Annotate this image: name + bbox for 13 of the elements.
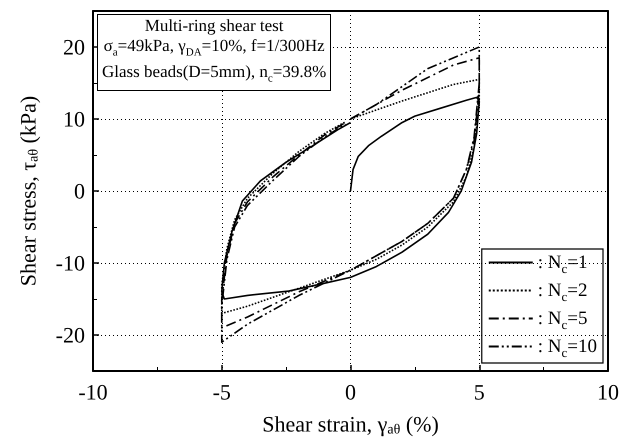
y-tick-label: -20 — [56, 322, 85, 348]
y-tick-label: -10 — [56, 250, 85, 276]
annotation: σ$_{a}$=49kPa, γ$_{DA}$=10%, f=1/300Hz — [102, 36, 326, 60]
x-tick-label: 10 — [597, 380, 619, 404]
y-tick-label: 10 — [63, 106, 85, 132]
y-tick-label: 0 — [74, 178, 85, 204]
x-tick-label: 5 — [474, 380, 485, 404]
annotation: Multi-ring shear test — [144, 16, 285, 36]
y-tick-label: 20 — [63, 34, 85, 60]
x-tick-label: -5 — [212, 380, 231, 404]
y-axis-title: Shear stress, τaθ (kPa) — [16, 96, 42, 286]
annotation: Glass beads(D=5mm), n$_{c}$=39.8% — [102, 62, 326, 87]
x-tick-label: 0 — [345, 380, 356, 404]
